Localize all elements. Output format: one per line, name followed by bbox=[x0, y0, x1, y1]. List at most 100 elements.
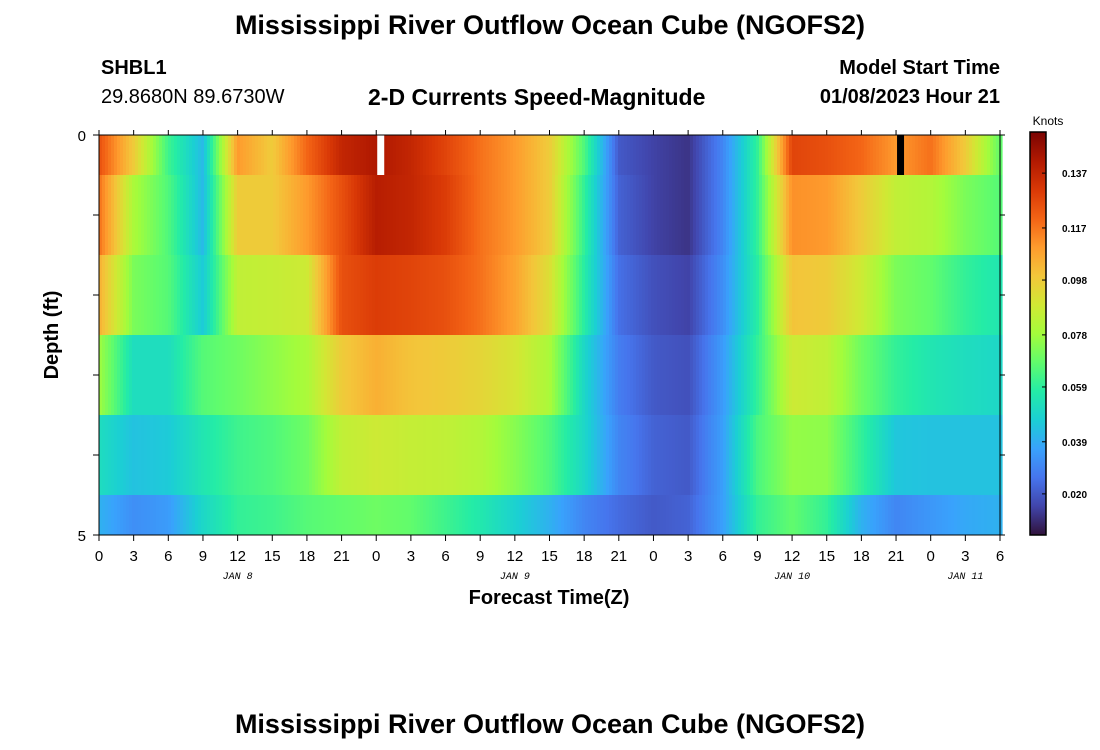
heatmap-cell bbox=[807, 415, 811, 495]
heatmap-cell bbox=[486, 335, 490, 415]
heatmap-cell bbox=[939, 495, 943, 535]
heatmap-cell bbox=[786, 415, 790, 495]
heatmap-cell bbox=[396, 135, 400, 175]
heatmap-cell bbox=[162, 495, 166, 535]
heatmap-cell bbox=[990, 335, 994, 415]
heatmap-cell bbox=[393, 415, 397, 495]
heatmap-cell bbox=[192, 335, 196, 415]
heatmap-cell bbox=[792, 175, 796, 255]
heatmap-cell bbox=[555, 175, 559, 255]
heatmap-cell bbox=[567, 495, 571, 535]
heatmap-cell bbox=[360, 335, 364, 415]
heatmap-cell bbox=[837, 255, 841, 335]
heatmap-cell bbox=[762, 175, 766, 255]
heatmap-cell bbox=[816, 175, 820, 255]
heatmap-cell bbox=[483, 175, 487, 255]
heatmap-cell bbox=[510, 175, 514, 255]
heatmap-cell bbox=[99, 335, 103, 415]
heatmap-cell bbox=[681, 415, 685, 495]
heatmap-cell bbox=[288, 135, 292, 175]
heatmap-cell bbox=[252, 135, 256, 175]
heatmap-cell bbox=[618, 335, 622, 415]
heatmap-cell bbox=[711, 135, 715, 175]
heatmap-cell bbox=[474, 335, 478, 415]
colorbar-label: Knots bbox=[1033, 114, 1064, 128]
heatmap-cell bbox=[849, 335, 853, 415]
heatmap-cell bbox=[498, 495, 502, 535]
heatmap-cell bbox=[435, 135, 439, 175]
heatmap-cell bbox=[855, 255, 859, 335]
heatmap-cell bbox=[987, 335, 991, 415]
heatmap-cell bbox=[957, 255, 961, 335]
heatmap-cell bbox=[435, 255, 439, 335]
heatmap-cell bbox=[963, 495, 967, 535]
heatmap-cell bbox=[930, 135, 934, 175]
heatmap-cell bbox=[120, 335, 124, 415]
heatmap-cell bbox=[831, 255, 835, 335]
heatmap-cell bbox=[321, 415, 325, 495]
heatmap-cell bbox=[936, 255, 940, 335]
heatmap-cell bbox=[747, 255, 751, 335]
heatmap-cell bbox=[267, 135, 271, 175]
heatmap-cell bbox=[546, 335, 550, 415]
heatmap-cell bbox=[810, 135, 814, 175]
heatmap-cell bbox=[660, 335, 664, 415]
heatmap-cell bbox=[969, 495, 973, 535]
heatmap-cell bbox=[951, 495, 955, 535]
heatmap-cell bbox=[99, 255, 103, 335]
heatmap-cell bbox=[159, 495, 163, 535]
heatmap-cell bbox=[942, 255, 946, 335]
heatmap-cell bbox=[702, 495, 706, 535]
heatmap-cell bbox=[675, 175, 679, 255]
heatmap-cell bbox=[900, 255, 904, 335]
heatmap-cell bbox=[177, 495, 181, 535]
heatmap-cell bbox=[138, 255, 142, 335]
heatmap-cell bbox=[777, 135, 781, 175]
heatmap-cell bbox=[492, 495, 496, 535]
heatmap-cell bbox=[609, 135, 613, 175]
heatmap-cell bbox=[366, 175, 370, 255]
heatmap-cell bbox=[366, 255, 370, 335]
heatmap-cell bbox=[984, 495, 988, 535]
heatmap-cell bbox=[921, 335, 925, 415]
heatmap-cell bbox=[510, 135, 514, 175]
heatmap-cell bbox=[546, 255, 550, 335]
heatmap-cell bbox=[810, 495, 814, 535]
heatmap-cell bbox=[294, 495, 298, 535]
heatmap-cell bbox=[582, 335, 586, 415]
heatmap-cell bbox=[867, 495, 871, 535]
heatmap-cell bbox=[264, 175, 268, 255]
heatmap-cell bbox=[201, 175, 205, 255]
heatmap-cell bbox=[528, 335, 532, 415]
heatmap-cell bbox=[972, 135, 976, 175]
heatmap-cell bbox=[165, 135, 169, 175]
x-tick-label: 21 bbox=[610, 548, 627, 565]
heatmap-cell bbox=[612, 335, 616, 415]
heatmap-cell bbox=[282, 415, 286, 495]
heatmap-cell bbox=[351, 255, 355, 335]
heatmap-cell bbox=[636, 175, 640, 255]
heatmap-cell bbox=[588, 495, 592, 535]
heatmap-cell bbox=[657, 495, 661, 535]
heatmap-cell bbox=[273, 415, 277, 495]
heatmap-cell bbox=[192, 415, 196, 495]
heatmap-cell bbox=[936, 495, 940, 535]
heatmap-cell bbox=[324, 495, 328, 535]
heatmap-cell bbox=[621, 335, 625, 415]
heatmap-cell bbox=[171, 415, 175, 495]
heatmap-cell bbox=[261, 135, 265, 175]
heatmap-cell bbox=[840, 335, 844, 415]
heatmap-cell bbox=[351, 175, 355, 255]
heatmap-cell bbox=[648, 175, 652, 255]
heatmap-cell bbox=[732, 335, 736, 415]
heatmap-cell bbox=[393, 255, 397, 335]
heatmap-cell bbox=[249, 335, 253, 415]
heatmap-cell bbox=[141, 135, 145, 175]
heatmap-cell bbox=[705, 135, 709, 175]
heatmap-cell bbox=[867, 415, 871, 495]
heatmap-cell bbox=[678, 495, 682, 535]
heatmap-cell bbox=[489, 495, 493, 535]
heatmap-cell bbox=[999, 495, 1003, 535]
heatmap-cell bbox=[306, 415, 310, 495]
heatmap-cell bbox=[888, 135, 892, 175]
